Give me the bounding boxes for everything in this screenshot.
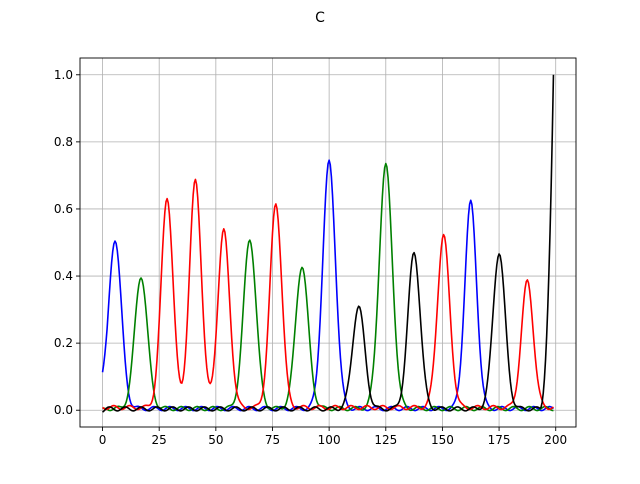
x-tick-label: 50 [208,433,223,447]
series-line [102,74,555,413]
series-layer [101,74,555,413]
x-tick-label: 25 [152,433,167,447]
y-tick-label: 0.6 [54,202,73,216]
x-tick-label: 100 [318,433,341,447]
chart-title: C [315,10,325,26]
x-tick-label: 200 [544,433,567,447]
x-tick-label: 150 [431,433,454,447]
y-tick-label: 0.2 [54,336,73,350]
x-tick-label: 175 [488,433,511,447]
axes-layer: 0 25 50 75 100 125 150 175 200 0.0 0.2 0.4 0.6 0.8 1.0 [54,57,577,447]
axes-frame [79,57,577,428]
x-tick-label: 0 [99,433,107,447]
y-tick-label: 1.0 [54,68,73,82]
series-line [102,178,554,411]
x-tick-label: 125 [374,433,397,447]
y-tick-label: 0.0 [54,403,73,417]
x-tick-label: 75 [265,433,280,447]
grid-layer [80,58,576,427]
y-tick-label: 0.4 [54,269,73,283]
y-tick-label: 0.8 [54,135,73,149]
